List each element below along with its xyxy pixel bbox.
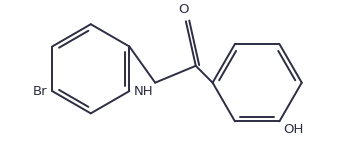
Text: NH: NH xyxy=(133,85,153,98)
Text: O: O xyxy=(179,3,189,16)
Text: OH: OH xyxy=(283,123,304,136)
Text: Br: Br xyxy=(33,85,47,98)
